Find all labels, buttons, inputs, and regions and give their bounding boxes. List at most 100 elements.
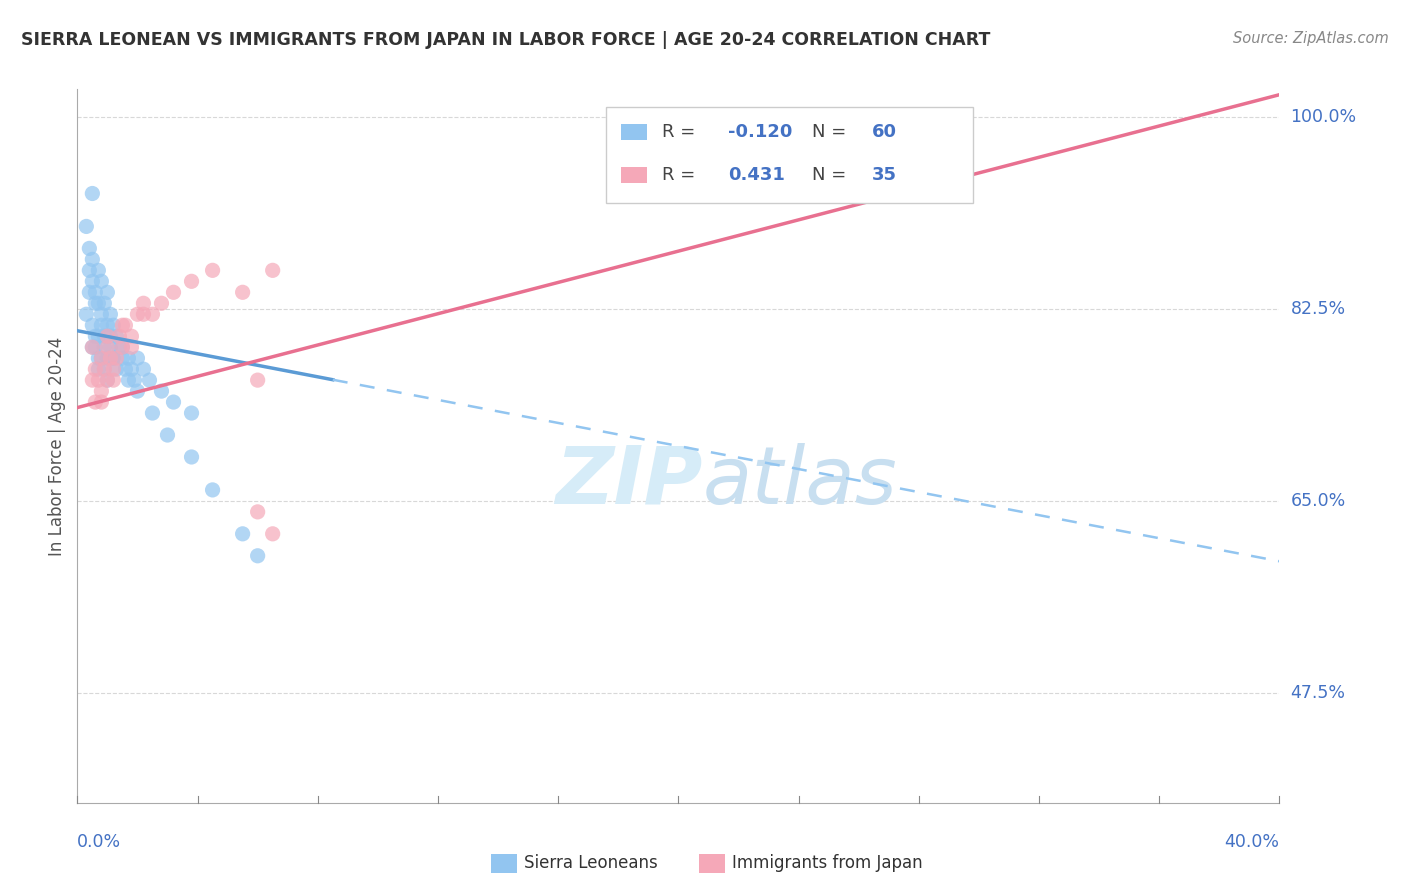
Point	[111, 318, 134, 333]
Point	[124, 373, 146, 387]
Point	[246, 373, 269, 387]
Point	[84, 296, 107, 310]
Point	[156, 428, 179, 442]
Point	[103, 373, 125, 387]
FancyBboxPatch shape	[606, 107, 973, 203]
Point	[82, 252, 104, 267]
Point	[87, 351, 110, 366]
Text: 65.0%: 65.0%	[1291, 491, 1346, 510]
Point	[87, 329, 110, 343]
Point	[96, 318, 118, 333]
Point	[82, 340, 104, 354]
Point	[84, 395, 107, 409]
Point	[87, 373, 110, 387]
Point	[141, 406, 163, 420]
Point	[93, 340, 115, 354]
Point	[201, 483, 224, 497]
Point	[100, 351, 122, 366]
Point	[93, 329, 115, 343]
Point	[82, 318, 104, 333]
Text: 0.0%: 0.0%	[77, 833, 121, 851]
Point	[232, 285, 254, 300]
Point	[111, 340, 134, 354]
Text: Sierra Leoneans: Sierra Leoneans	[524, 855, 658, 872]
Point	[90, 318, 112, 333]
Point	[90, 351, 112, 366]
Point	[79, 285, 101, 300]
Point	[96, 373, 118, 387]
Point	[103, 351, 125, 366]
Point	[93, 296, 115, 310]
FancyBboxPatch shape	[620, 167, 647, 183]
Point	[84, 362, 107, 376]
Point	[120, 340, 142, 354]
Point	[180, 274, 202, 288]
Point	[111, 351, 134, 366]
Point	[105, 351, 128, 366]
Point	[180, 406, 202, 420]
Point	[75, 307, 97, 321]
Text: Source: ZipAtlas.com: Source: ZipAtlas.com	[1233, 31, 1389, 46]
Point	[262, 263, 284, 277]
Point	[90, 384, 112, 398]
Point	[111, 340, 134, 354]
Point	[90, 274, 112, 288]
Point	[120, 362, 142, 376]
Text: -0.120: -0.120	[728, 123, 792, 141]
Text: SIERRA LEONEAN VS IMMIGRANTS FROM JAPAN IN LABOR FORCE | AGE 20-24 CORRELATION C: SIERRA LEONEAN VS IMMIGRANTS FROM JAPAN …	[21, 31, 990, 49]
Y-axis label: In Labor Force | Age 20-24: In Labor Force | Age 20-24	[48, 336, 66, 556]
Point	[127, 307, 149, 321]
Point	[180, 450, 202, 464]
Point	[87, 296, 110, 310]
Text: R =: R =	[662, 123, 700, 141]
Point	[100, 340, 122, 354]
Text: ZIP: ZIP	[555, 442, 703, 521]
Point	[103, 318, 125, 333]
Point	[82, 274, 104, 288]
Text: 40.0%: 40.0%	[1225, 833, 1279, 851]
Text: atlas: atlas	[703, 442, 897, 521]
Point	[90, 307, 112, 321]
Point	[96, 285, 118, 300]
Point	[127, 384, 149, 398]
Point	[108, 329, 131, 343]
Point	[96, 340, 118, 354]
Point	[82, 186, 104, 201]
Point	[150, 384, 173, 398]
Text: 0.431: 0.431	[728, 166, 785, 184]
Text: 60: 60	[872, 123, 897, 141]
Point	[84, 285, 107, 300]
Point	[84, 340, 107, 354]
Point	[79, 263, 101, 277]
Point	[96, 329, 118, 343]
Point	[127, 351, 149, 366]
Point	[117, 373, 139, 387]
Text: 100.0%: 100.0%	[1291, 108, 1357, 126]
Point	[93, 362, 115, 376]
FancyBboxPatch shape	[620, 124, 647, 140]
Point	[132, 296, 155, 310]
Text: R =: R =	[662, 166, 706, 184]
Point	[87, 263, 110, 277]
Point	[120, 329, 142, 343]
Point	[201, 263, 224, 277]
Point	[117, 351, 139, 366]
Point	[132, 362, 155, 376]
Point	[132, 307, 155, 321]
Point	[96, 373, 118, 387]
Point	[246, 549, 269, 563]
Text: 35: 35	[872, 166, 897, 184]
Point	[103, 362, 125, 376]
Point	[90, 351, 112, 366]
Point	[262, 526, 284, 541]
Point	[93, 362, 115, 376]
Point	[84, 329, 107, 343]
Text: N =: N =	[811, 123, 852, 141]
Point	[87, 362, 110, 376]
Text: 47.5%: 47.5%	[1291, 684, 1346, 702]
Text: 82.5%: 82.5%	[1291, 300, 1346, 318]
Point	[96, 351, 118, 366]
Point	[105, 362, 128, 376]
Text: Immigrants from Japan: Immigrants from Japan	[733, 855, 922, 872]
Point	[82, 373, 104, 387]
